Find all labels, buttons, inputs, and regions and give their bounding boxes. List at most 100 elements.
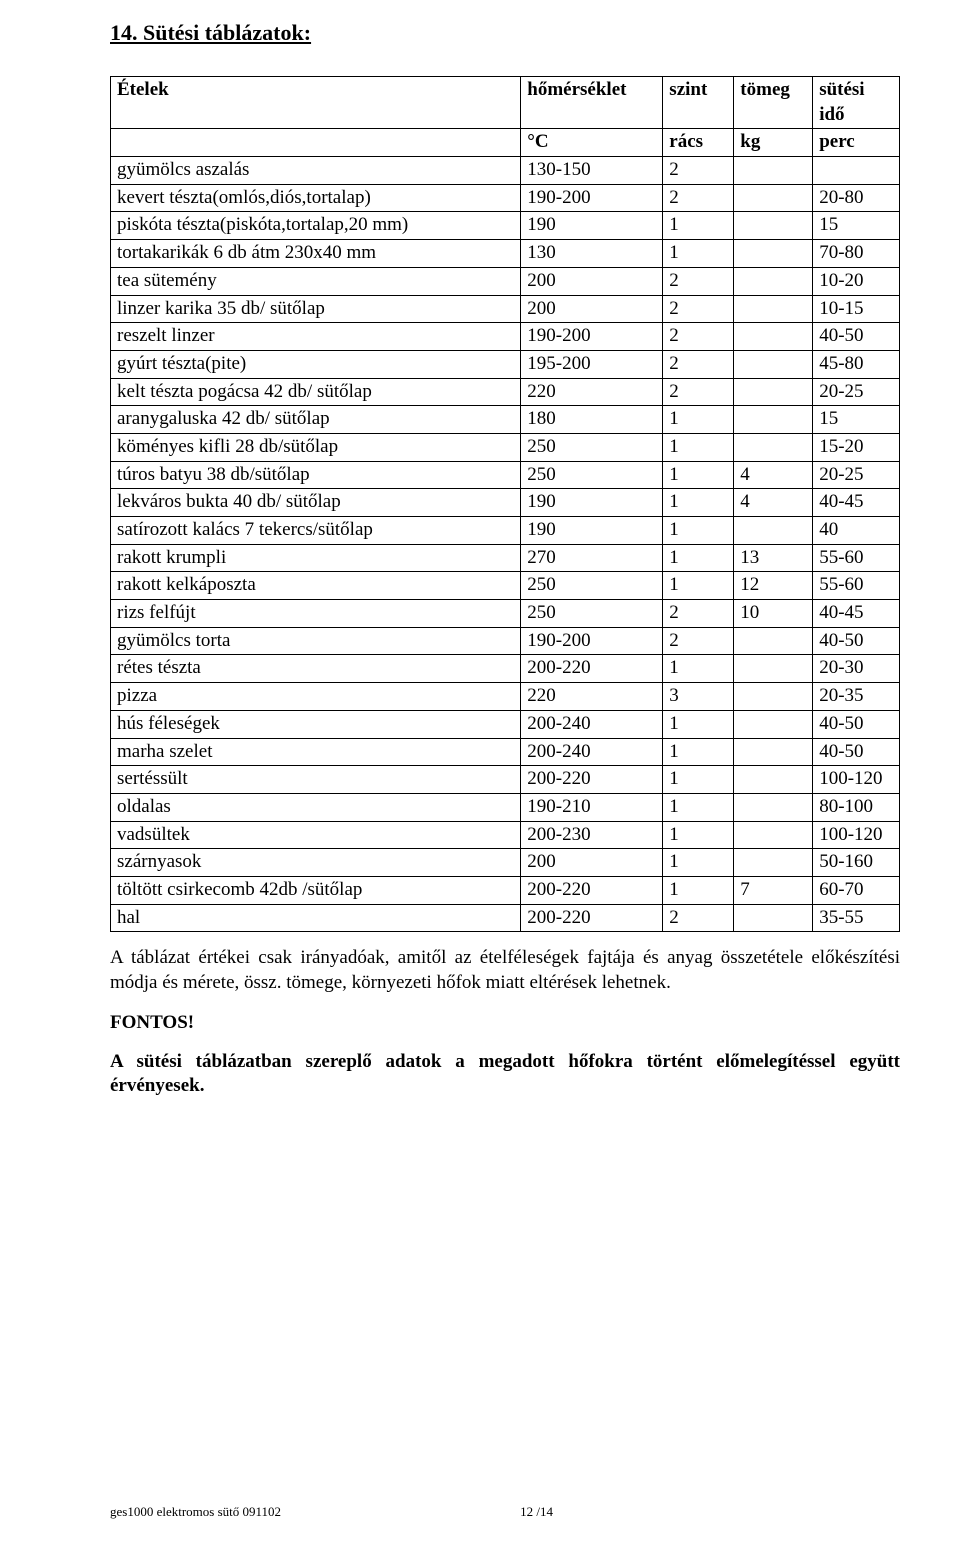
table-cell: reszelt linzer (111, 323, 521, 351)
table-cell: 190 (521, 489, 663, 517)
table-row: satírozott kalács 7 tekercs/sütőlap19014… (111, 517, 900, 545)
table-cell: 45-80 (813, 350, 900, 378)
table-cell: 40-45 (813, 600, 900, 628)
table-cell: hal (111, 904, 521, 932)
table-cell: 220 (521, 683, 663, 711)
table-cell: 20-35 (813, 683, 900, 711)
table-row: töltött csirkecomb 42db /sütőlap200-2201… (111, 876, 900, 904)
table-cell: 10-20 (813, 267, 900, 295)
table-cell: 15 (813, 406, 900, 434)
th-level-unit: rács (663, 129, 734, 157)
table-cell: 190-200 (521, 323, 663, 351)
table-cell: 1 (663, 212, 734, 240)
table-cell: 2 (663, 904, 734, 932)
table-cell: 190-200 (521, 627, 663, 655)
section-heading: 14. Sütési táblázatok: (110, 20, 900, 46)
table-cell: 190-210 (521, 793, 663, 821)
table-row: hús féleségek200-240140-50 (111, 710, 900, 738)
table-row: reszelt linzer190-200240-50 (111, 323, 900, 351)
table-row: aranygaluska 42 db/ sütőlap180115 (111, 406, 900, 434)
table-cell (734, 212, 813, 240)
table-cell: 2 (663, 600, 734, 628)
page-footer: ges1000 elektromos sütő 091102 12 /14 (110, 1504, 900, 1520)
table-cell: 1 (663, 517, 734, 545)
table-cell: 55-60 (813, 544, 900, 572)
table-cell: 2 (663, 627, 734, 655)
table-cell: 20-30 (813, 655, 900, 683)
table-cell: 2 (663, 350, 734, 378)
table-cell: 1 (663, 655, 734, 683)
table-cell (734, 157, 813, 185)
table-cell: rakott krumpli (111, 544, 521, 572)
note-paragraph: A táblázat értékei csak irányadóak, amit… (110, 946, 900, 995)
table-cell (734, 766, 813, 794)
table-cell: marha szelet (111, 738, 521, 766)
table-cell: 40-50 (813, 627, 900, 655)
table-cell: 1 (663, 849, 734, 877)
th-weight: tömeg (734, 77, 813, 129)
table-cell: rizs felfújt (111, 600, 521, 628)
th-temp: hőmérséklet (521, 77, 663, 129)
th-food: Ételek (111, 77, 521, 129)
table-cell: pizza (111, 683, 521, 711)
table-cell (734, 627, 813, 655)
table-cell: gyümölcs torta (111, 627, 521, 655)
table-cell: 250 (521, 572, 663, 600)
table-cell (734, 655, 813, 683)
table-cell: 50-160 (813, 849, 900, 877)
table-cell: 190 (521, 517, 663, 545)
table-cell: 2 (663, 157, 734, 185)
table-cell: 2 (663, 378, 734, 406)
table-cell: 12 (734, 572, 813, 600)
table-row: tortakarikák 6 db átm 230x40 mm130170-80 (111, 240, 900, 268)
table-cell: gyúrt tészta(pite) (111, 350, 521, 378)
table-cell: linzer karika 35 db/ sütőlap (111, 295, 521, 323)
table-cell: 40-45 (813, 489, 900, 517)
table-cell: 1 (663, 544, 734, 572)
table-cell: lekváros bukta 40 db/ sütőlap (111, 489, 521, 517)
table-row: kelt tészta pogácsa 42 db/ sütőlap2202 20… (111, 378, 900, 406)
table-cell: 10 (734, 600, 813, 628)
table-cell: 200-220 (521, 876, 663, 904)
table-row: rizs felfújt25021040-45 (111, 600, 900, 628)
table-cell: 1 (663, 821, 734, 849)
table-cell: 1 (663, 766, 734, 794)
table-row: sertéssült200-2201100-120 (111, 766, 900, 794)
table-cell: 1 (663, 738, 734, 766)
table-cell: 200-240 (521, 738, 663, 766)
table-row: kevert tészta(omlós,diós,tortalap)190-20… (111, 184, 900, 212)
table-row: marha szelet200-240140-50 (111, 738, 900, 766)
table-cell: 4 (734, 489, 813, 517)
table-header: Ételek hőmérséklet szint tömeg sütési id… (111, 77, 900, 157)
table-cell: 200-220 (521, 655, 663, 683)
table-row: köményes kifli 28 db/sütőlap250115-20 (111, 433, 900, 461)
th-temp-unit: °C (521, 129, 663, 157)
table-cell: 1 (663, 433, 734, 461)
table-cell: túros batyu 38 db/sütőlap (111, 461, 521, 489)
table-cell: 20-25 (813, 378, 900, 406)
table-cell: 35-55 (813, 904, 900, 932)
table-cell: sertéssült (111, 766, 521, 794)
table-cell: aranygaluska 42 db/ sütőlap (111, 406, 521, 434)
table-cell: piskóta tészta(piskóta,tortalap,20 mm) (111, 212, 521, 240)
table-cell: 55-60 (813, 572, 900, 600)
table-cell: 200-220 (521, 766, 663, 794)
table-cell: 190 (521, 212, 663, 240)
table-body: gyümölcs aszalás130-1502kevert tészta(om… (111, 157, 900, 932)
table-cell: 220 (521, 378, 663, 406)
table-cell (734, 683, 813, 711)
table-cell: 15 (813, 212, 900, 240)
table-cell: 250 (521, 433, 663, 461)
table-row: piskóta tészta(piskóta,tortalap,20 mm)19… (111, 212, 900, 240)
table-row: gyümölcs torta190-2002 40-50 (111, 627, 900, 655)
table-cell (734, 406, 813, 434)
table-cell: 7 (734, 876, 813, 904)
table-row: lekváros bukta 40 db/ sütőlap1901440-45 (111, 489, 900, 517)
important-paragraph: A sütési táblázatban szereplő adatok a m… (110, 1050, 900, 1099)
document-page: 14. Sütési táblázatok: Ételek hőmérsékle… (0, 0, 960, 1542)
table-cell: kelt tészta pogácsa 42 db/ sütőlap (111, 378, 521, 406)
table-row: hal200-220235-55 (111, 904, 900, 932)
table-cell: 1 (663, 489, 734, 517)
table-cell (734, 350, 813, 378)
footer-page-number: 12 /14 (520, 1504, 553, 1520)
